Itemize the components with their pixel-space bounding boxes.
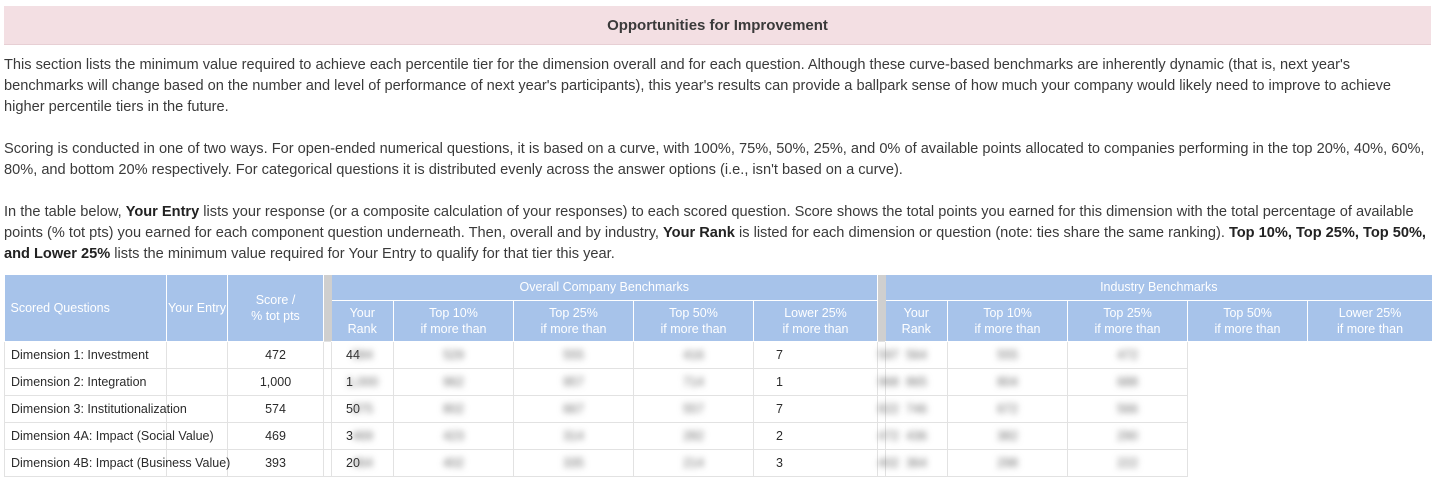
header-overall-lower25: Lower 25% if more than <box>753 300 879 342</box>
row-industry-lower25: 688 <box>1067 367 1189 396</box>
header-your-entry: Your Entry <box>166 275 228 342</box>
row-overall-top50: 314 <box>513 421 634 450</box>
row-score: 574 <box>227 394 324 423</box>
row-name: Dimension 1: Investment <box>4 340 167 369</box>
row-overall-rank: 1 <box>323 367 353 396</box>
row-score: 1,000 <box>227 367 324 396</box>
row-overall-top25: 962 <box>393 367 514 396</box>
header-overall-top50: Top 50% if more than <box>633 300 754 342</box>
intro-paragraph: This section lists the minimum value req… <box>4 57 1392 115</box>
row-industry-lower25: 472 <box>1067 340 1189 369</box>
row-overall-top25: 529 <box>393 340 514 369</box>
row-industry-top10: 402 <box>877 448 899 477</box>
row-overall-rank: 50 <box>323 394 360 423</box>
benchmark-table: Scored Questions Your Entry Score /% tot… <box>4 275 1434 477</box>
row-industry-top10: 822 <box>877 394 899 423</box>
row-score: 472 <box>227 340 324 369</box>
header-overall-rank: Your Rank <box>331 300 394 342</box>
row-industry-rank: 3 <box>752 448 879 477</box>
header-overall-top10: Top 10% if more than <box>393 300 514 342</box>
row-overall-top10: 875 <box>331 394 394 423</box>
row-overall-rank: 3 <box>323 421 353 450</box>
scoring-paragraph: Scoring is conducted in one of two ways.… <box>4 141 1425 178</box>
row-overall-top10: 469 <box>331 421 394 450</box>
row-name: Dimension 4B: Impact (Business Value) <box>4 448 230 477</box>
header-score: Score /% tot pts <box>227 275 324 342</box>
row-overall-top10: 464 <box>331 448 394 477</box>
header-industry-top25: Top 25% if more than <box>1067 300 1189 342</box>
row-overall-rank: 44 <box>323 340 360 369</box>
header-industry-top50: Top 50% if more than <box>1187 300 1309 342</box>
header-scored-questions: Scored Questions <box>4 275 167 342</box>
header-industry-lower25: Lower 25% if more than <box>1307 300 1434 342</box>
header-industry-benchmarks: Industry Benchmarks <box>885 275 1434 301</box>
row-overall-top50: 335 <box>513 448 634 477</box>
table-row: Dimension 1: Investment 472 44 584 529 5… <box>4 340 1433 369</box>
row-overall-top10: 1,000 <box>331 367 394 396</box>
header-overall-benchmarks: Overall Company Benchmarks <box>331 275 879 301</box>
row-overall-top25: 402 <box>393 448 514 477</box>
row-name: Dimension 4A: Impact (Social Value) <box>4 421 214 450</box>
row-overall-top50: 555 <box>513 340 634 369</box>
row-entry <box>166 340 228 369</box>
row-industry-lower25: 222 <box>1067 448 1189 477</box>
row-industry-rank: 2 <box>752 421 879 450</box>
row-entry <box>166 367 228 396</box>
section-title: Opportunities for Improvement <box>4 6 1431 45</box>
header-industry-top10: Top 10% if more than <box>947 300 1069 342</box>
row-industry-top50: 298 <box>947 448 1069 477</box>
row-score: 469 <box>227 421 324 450</box>
row-name: Dimension 2: Integration <box>4 367 167 396</box>
row-overall-rank: 20 <box>323 448 360 477</box>
row-industry-top50: 382 <box>947 421 1069 450</box>
row-industry-top50: 555 <box>947 340 1069 369</box>
table-row: Dimension 2: Integration 1,000 1 1,000 9… <box>4 367 1433 396</box>
row-industry-top25: 436 <box>885 421 949 450</box>
row-entry <box>166 448 228 477</box>
row-overall-lower25: 214 <box>633 448 754 477</box>
row-overall-lower25: 714 <box>633 367 754 396</box>
table-explanation-paragraph: In the table below, Your Entry lists you… <box>4 204 1426 262</box>
row-industry-top10: 968 <box>877 367 899 396</box>
row-industry-rank: 7 <box>752 340 879 369</box>
row-industry-top50: 672 <box>947 394 1069 423</box>
row-industry-rank: 7 <box>752 394 879 423</box>
column-separator <box>877 275 886 341</box>
row-overall-top50: 667 <box>513 394 634 423</box>
row-name: Dimension 3: Institutionalization <box>4 394 187 423</box>
row-industry-rank: 1 <box>752 367 879 396</box>
row-industry-top25: 364 <box>885 448 949 477</box>
row-overall-top25: 802 <box>393 394 514 423</box>
table-row: Dimension 3: Institutionalization 574 50… <box>4 394 1433 423</box>
row-overall-top10: 584 <box>331 340 394 369</box>
row-overall-top50: 957 <box>513 367 634 396</box>
row-industry-lower25: 566 <box>1067 394 1189 423</box>
row-industry-top25: 564 <box>885 340 949 369</box>
row-score: 393 <box>227 448 324 477</box>
row-industry-lower25: 290 <box>1067 421 1189 450</box>
header-overall-top25: Top 25% if more than <box>513 300 634 342</box>
row-overall-top25: 423 <box>393 421 514 450</box>
column-separator <box>323 275 332 341</box>
row-industry-top10: 472 <box>877 421 899 450</box>
row-industry-top50: 804 <box>947 367 1069 396</box>
row-overall-lower25: 282 <box>633 421 754 450</box>
row-industry-top10: 597 <box>877 340 899 369</box>
table-row: Dimension 4B: Impact (Business Value) 39… <box>4 448 1433 477</box>
row-overall-lower25: 557 <box>633 394 754 423</box>
table-row: Dimension 4A: Impact (Social Value) 469 … <box>4 421 1433 450</box>
row-overall-lower25: 416 <box>633 340 754 369</box>
header-industry-rank: Your Rank <box>885 300 949 342</box>
